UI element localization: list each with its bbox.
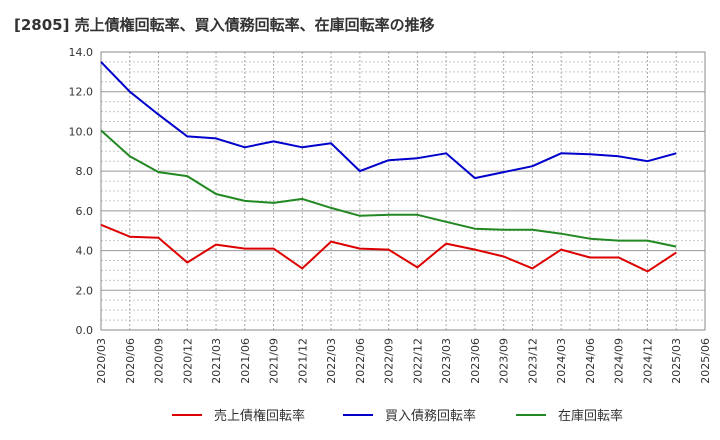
x-tick-label: 2023/03 <box>440 338 453 384</box>
y-tick-label: 14.0 <box>69 46 94 59</box>
x-tick-label: 2022/12 <box>411 338 424 384</box>
x-tick-label: 2021/09 <box>268 338 281 384</box>
y-tick-label: 10.0 <box>69 125 94 138</box>
legend-label-1: 売上債権回転率 <box>214 408 305 424</box>
x-tick-label: 2025/03 <box>670 338 683 384</box>
x-tick-label: 2020/09 <box>153 338 166 384</box>
y-tick-label: 2.0 <box>76 284 94 297</box>
y-tick-label: 0.0 <box>76 324 94 337</box>
x-tick-label: 2024/09 <box>613 338 626 384</box>
x-tick-label: 2020/12 <box>181 338 194 384</box>
y-tick-label: 12.0 <box>69 86 94 99</box>
x-tick-label: 2022/09 <box>383 338 396 384</box>
x-tick-label: 2021/03 <box>210 338 223 384</box>
y-tick-label: 8.0 <box>76 165 94 178</box>
series-line-3 <box>100 129 677 248</box>
series-line-2 <box>100 61 677 180</box>
x-tick-label: 2024/03 <box>555 338 568 384</box>
x-tick-label: 2023/12 <box>526 338 539 384</box>
x-tick-label: 2023/06 <box>469 338 482 384</box>
x-tick-label: 2021/12 <box>296 338 309 384</box>
x-tick-label: 2023/09 <box>498 338 511 384</box>
x-tick-label: 2024/12 <box>641 338 654 384</box>
x-tick-label: 2024/06 <box>584 338 597 384</box>
series-line-1 <box>100 223 677 273</box>
x-tick-label: 2020/03 <box>95 338 108 384</box>
x-tick-label: 2022/03 <box>325 338 338 384</box>
plot-frame <box>100 51 706 331</box>
legend-label-3: 在庫回転率 <box>558 408 623 424</box>
legend-label-2: 買入債務回転率 <box>385 408 476 424</box>
y-tick-label: 6.0 <box>76 205 94 218</box>
y-tick-label: 4.0 <box>76 245 94 258</box>
x-tick-label: 2022/06 <box>354 338 367 384</box>
x-tick-label: 2021/06 <box>239 338 252 384</box>
chart-title: [2805] 売上債権回転率、買入債務回転率、在庫回転率の推移 <box>14 16 435 34</box>
x-tick-label: 2020/06 <box>124 338 137 384</box>
x-tick-label: 2025/06 <box>699 338 712 384</box>
